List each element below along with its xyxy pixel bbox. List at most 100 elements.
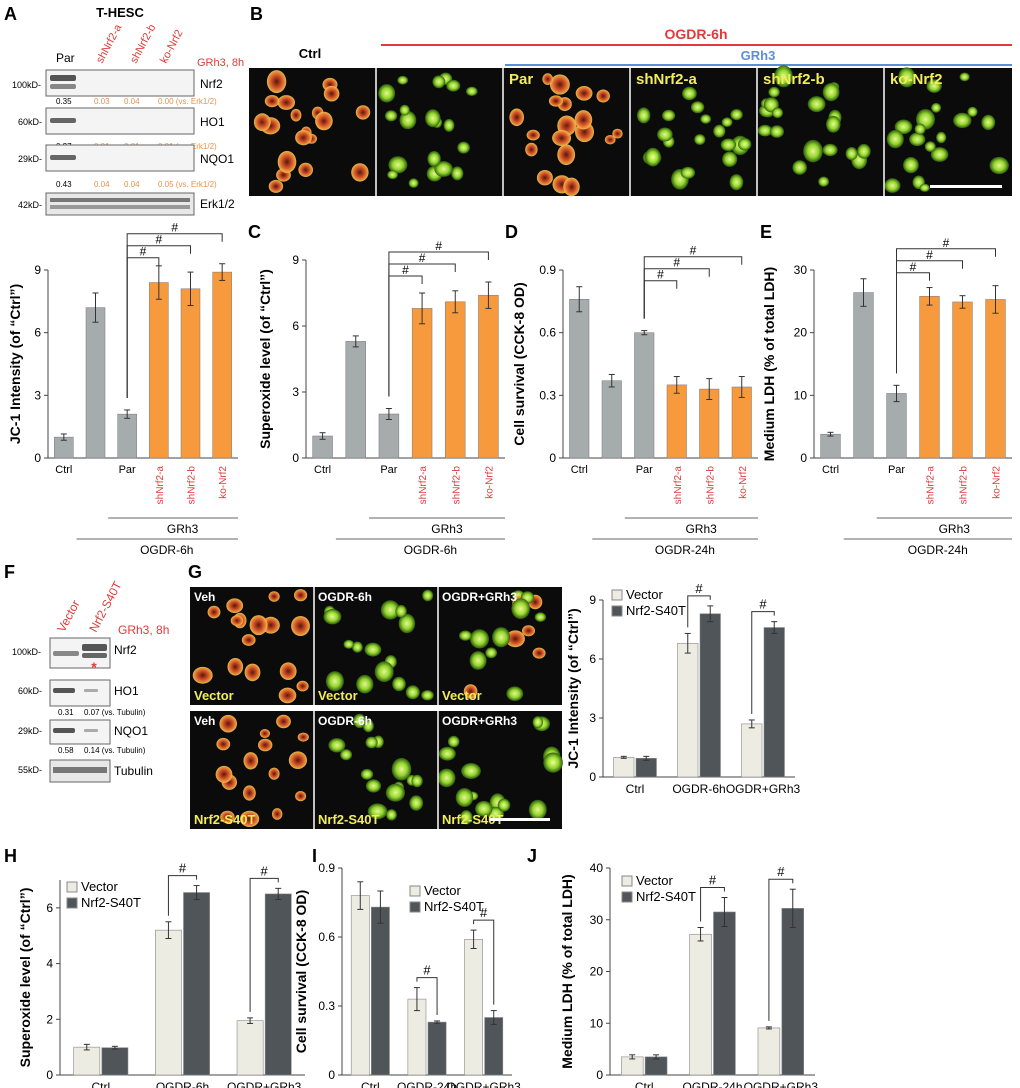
cell-mark	[315, 111, 333, 131]
kd-marker: 100kD-	[12, 80, 41, 90]
significance-bracket	[249, 877, 279, 1012]
significance-mark: #	[419, 251, 426, 265]
bar	[236, 1020, 264, 1076]
significance-bracket	[643, 268, 710, 319]
cell-mark	[291, 616, 310, 636]
cell-mark	[470, 629, 489, 649]
significance-bracket	[167, 875, 198, 916]
significance-bracket	[416, 977, 438, 1015]
y-tick-label: 3	[292, 385, 299, 399]
cell-mark	[230, 615, 244, 626]
bar	[149, 282, 169, 459]
significance-mark: #	[690, 244, 697, 258]
cell-mark	[930, 147, 949, 162]
legend-label: Vector	[424, 883, 462, 898]
kd-marker: 60kD-	[18, 686, 42, 696]
cell-mark	[323, 85, 340, 102]
grh3-label: GRh3	[741, 48, 776, 63]
y-axis-label: Superoxide level (of “Ctrl”)	[17, 888, 33, 1068]
tile-label: Nrf2-S40T	[194, 812, 255, 827]
cell-mark	[637, 107, 651, 124]
panel-label-d: D	[505, 222, 518, 242]
y-tick-label: 10	[794, 388, 808, 402]
cell-mark	[443, 118, 455, 132]
cell-mark	[894, 119, 913, 135]
y-tick-label: 3	[589, 711, 596, 725]
tile-label: Veh	[194, 590, 215, 604]
x-tick-label: ko-Nrf2	[218, 466, 229, 499]
cell-mark	[857, 143, 871, 159]
quant-value: 0.31	[58, 708, 74, 717]
cell-mark	[886, 129, 904, 149]
cell-mark	[207, 605, 221, 619]
cell-mark	[387, 170, 398, 180]
bar	[853, 292, 874, 459]
bar	[919, 296, 940, 459]
x-tick-label: shNrf2-a	[155, 466, 166, 505]
kd-marker: 29kD-	[18, 726, 42, 736]
cell-mark	[953, 112, 972, 129]
quant-value: 0.07 (vs. Tubulin)	[84, 708, 146, 717]
protein-label: NQO1	[114, 724, 148, 738]
legend-swatch	[611, 605, 623, 617]
bar	[952, 301, 973, 459]
tile-label: OGDR-6h	[318, 714, 372, 728]
bar	[427, 1021, 447, 1076]
panel-label-j: J	[527, 846, 537, 866]
cell-mark	[903, 157, 919, 174]
cell-mark	[343, 639, 355, 649]
bar	[117, 413, 137, 459]
cell-mark	[792, 160, 807, 175]
blot-a-lane-par: Par	[56, 51, 75, 65]
cell-mark	[249, 615, 268, 636]
quant-value: 0.04	[124, 97, 140, 106]
bar	[689, 933, 712, 1076]
cell-mark	[365, 779, 382, 793]
cell-mark	[367, 803, 388, 820]
cell-mark	[365, 736, 378, 749]
cell-mark	[931, 102, 942, 113]
cell-mark	[604, 135, 616, 145]
y-tick-label: 0.6	[539, 326, 556, 340]
legend-swatch	[409, 901, 421, 913]
cell-mark	[215, 765, 233, 783]
tile-label: Nrf2-S40T	[318, 812, 379, 827]
legend-label: Vector	[636, 873, 674, 888]
bar	[350, 895, 370, 1076]
legend-swatch	[66, 881, 78, 893]
significance-mark: #	[695, 581, 703, 596]
cell-mark	[550, 74, 570, 95]
cell-mark	[466, 86, 478, 97]
tile-label: ko-Nrf2	[890, 71, 943, 88]
quant-value: 0.03	[94, 97, 110, 106]
cell-mark	[427, 151, 441, 167]
cell-mark	[356, 674, 374, 694]
x-tick-label: OGDR-24h	[682, 1080, 742, 1088]
cell-mark	[772, 107, 783, 119]
cell-mark	[392, 676, 406, 692]
bar	[411, 308, 433, 459]
x-tick-label: ko-Nrf2	[992, 466, 1003, 499]
cell-mark	[967, 106, 978, 117]
cell-mark	[497, 798, 511, 812]
y-tick-label: 0	[549, 451, 556, 465]
cell-mark	[511, 598, 530, 619]
cell-mark	[460, 810, 473, 825]
cell-mark	[774, 65, 793, 88]
x-tick-label: Ctrl	[55, 464, 72, 476]
panel-label-e: E	[760, 222, 772, 242]
cell-mark	[532, 716, 543, 729]
micrograph-tiles-g: Veh Vector OGDR-6h Vector OGDR+GRh3 Vector Veh…	[190, 587, 563, 829]
y-axis-label: JC-1 Intensity (of “Ctrl”)	[565, 608, 581, 768]
cell-mark	[385, 783, 405, 802]
panel-label-f: F	[4, 562, 15, 582]
blot-band	[82, 644, 107, 651]
cell-mark	[680, 166, 696, 179]
y-tick-label: 0	[328, 1068, 335, 1082]
significance-bracket	[768, 878, 794, 1021]
cell-mark	[259, 729, 270, 738]
cell-mark	[803, 139, 823, 163]
legend-label: Vector	[81, 879, 119, 894]
cell-mark	[505, 630, 525, 648]
group-label: OGDR-24h	[655, 543, 715, 557]
